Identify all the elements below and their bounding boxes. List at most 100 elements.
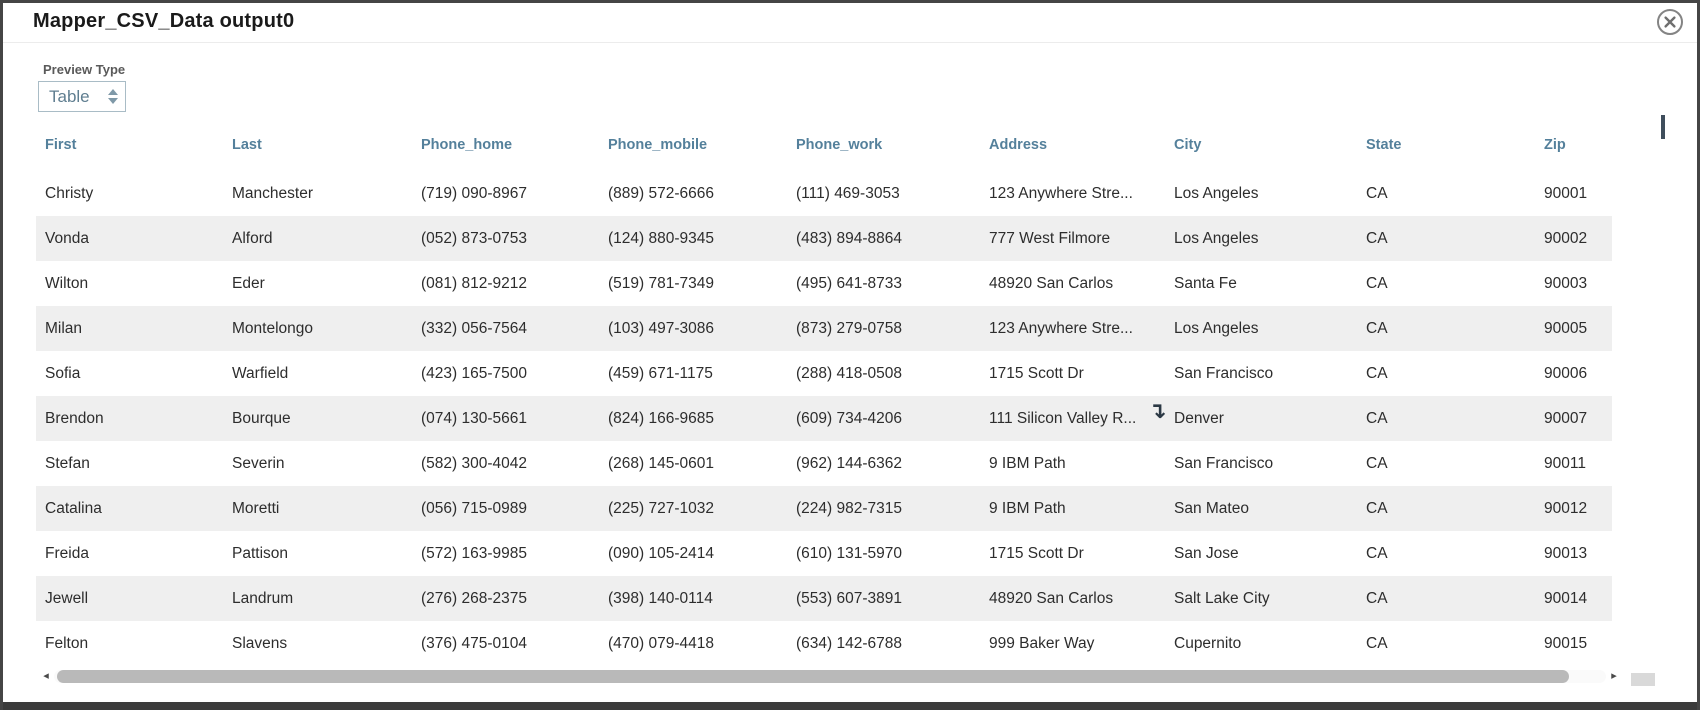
corner-down-arrow-cursor-icon: ↴ — [1148, 398, 1167, 423]
dialog-title: Mapper_CSV_Data output0 — [33, 10, 295, 32]
table-cell: (962) 144-6362 — [796, 454, 902, 472]
horizontal-scrollbar[interactable]: ◂ ▸ — [41, 670, 1619, 683]
table-cell: (459) 671-1175 — [608, 364, 713, 382]
table-cell: 90007 — [1544, 409, 1588, 427]
table-cell: Landrum — [232, 589, 294, 607]
table-cell: CA — [1366, 544, 1388, 562]
table-row: Felton Slavens (376) 475-0104 (470) 079-441… — [36, 621, 1612, 666]
table-row: Wilton Eder (081) 812-9212 (519) 781-7349 (4… — [36, 261, 1612, 306]
table-cell: 111 Silicon Valley R... — [989, 409, 1137, 427]
table-cell: 48920 San Carlos — [989, 274, 1114, 292]
table-cell: (224) 982-7315 — [796, 499, 902, 517]
table-cell: 90013 — [1544, 544, 1588, 562]
table-cell: Freida — [45, 544, 89, 562]
table-cell: 90011 — [1544, 454, 1586, 472]
table-row: Catalina Moretti (056) 715-0989 (225) 727-1… — [36, 486, 1612, 531]
preview-type-label: Preview Type — [43, 62, 126, 77]
table-cell: (582) 300-4042 — [421, 454, 527, 472]
table-cell: Slavens — [232, 634, 288, 652]
scroll-right-arrow-icon[interactable]: ▸ — [1611, 670, 1617, 682]
table-cell: 1715 Scott Dr — [989, 364, 1084, 382]
table-cell: 90005 — [1544, 319, 1588, 337]
preview-table: First Last Phone_home Phone_mobile Phone_wor… — [36, 125, 1612, 666]
table-cell: San Mateo — [1174, 499, 1249, 517]
horizontal-scrollbar-track[interactable] — [54, 670, 1606, 683]
table-cell: CA — [1366, 229, 1388, 247]
table-cell: (268) 145-0601 — [608, 454, 714, 472]
table-cell: 1715 Scott Dr — [989, 544, 1084, 562]
table-cell: (519) 781-7349 — [608, 274, 714, 292]
column-header: State — [1366, 137, 1402, 153]
preview-table-container: First Last Phone_home Phone_mobile Phone_wor… — [36, 125, 1612, 666]
table-cell: 90006 — [1544, 364, 1588, 382]
table-cell: (376) 475-0104 — [421, 634, 527, 652]
table-cell: (483) 894-8864 — [796, 229, 902, 247]
table-cell: San Francisco — [1174, 364, 1274, 382]
table-cell: 90015 — [1544, 634, 1588, 652]
table-cell: (423) 165-7500 — [421, 364, 527, 382]
table-header-row: First Last Phone_home Phone_mobile Phone_wor… — [36, 125, 1612, 171]
table-cell: Salt Lake City — [1174, 589, 1270, 607]
table-cell: 90001 — [1544, 184, 1588, 202]
vertical-scrollbar-thumb[interactable] — [1661, 115, 1665, 139]
column-header: Phone_work — [796, 137, 883, 153]
table-cell: San Francisco — [1174, 454, 1274, 472]
table-cell: (610) 131-5970 — [796, 544, 902, 562]
table-cell: (288) 418-0508 — [796, 364, 902, 382]
scroll-left-arrow-icon[interactable]: ◂ — [43, 670, 49, 682]
column-header: Address — [989, 137, 1048, 153]
table-cell: Wilton — [45, 274, 89, 292]
table-cell: Bourque — [232, 409, 291, 427]
table-cell: 90012 — [1544, 499, 1588, 517]
table-cell: CA — [1366, 634, 1388, 652]
table-cell: (332) 056-7564 — [421, 319, 527, 337]
column-header: Phone_mobile — [608, 137, 708, 153]
table-cell: Cupernito — [1174, 634, 1242, 652]
table-cell: CA — [1366, 454, 1388, 472]
table-cell: 123 Anywhere Stre... — [989, 319, 1133, 337]
table-cell: (495) 641-8733 — [796, 274, 902, 292]
table-cell: CA — [1366, 319, 1388, 337]
table-row: Christy Manchester (719) 090-8967 (889) 572… — [36, 171, 1612, 216]
table-cell: Eder — [232, 274, 265, 292]
scrollbar-corner — [1631, 673, 1655, 686]
table-cell: Santa Fe — [1174, 274, 1237, 292]
table-cell: Warfield — [232, 364, 289, 382]
table-cell: 9 IBM Path — [989, 499, 1066, 517]
table-cell: Brendon — [45, 409, 104, 427]
dialog-bottom-edge — [3, 702, 1697, 710]
table-cell: 90003 — [1544, 274, 1588, 292]
table-cell: 9 IBM Path — [989, 454, 1066, 472]
table-cell: Manchester — [232, 184, 313, 202]
table-cell: Christy — [45, 184, 94, 202]
table-cell: 90014 — [1544, 589, 1588, 607]
table-cell: (398) 140-0114 — [608, 589, 713, 607]
table-cell: Catalina — [45, 499, 102, 517]
table-cell: (719) 090-8967 — [421, 184, 527, 202]
table-cell: (225) 727-1032 — [608, 499, 714, 517]
column-header: Last — [232, 137, 262, 153]
table-cell: (572) 163-9985 — [421, 544, 527, 562]
table-cell: (090) 105-2414 — [608, 544, 714, 562]
table-cell: Moretti — [232, 499, 280, 517]
table-cell: (103) 497-3086 — [608, 319, 714, 337]
column-header: City — [1174, 137, 1202, 153]
table-cell: 999 Baker Way — [989, 634, 1095, 652]
column-header: First — [45, 137, 77, 153]
table-cell: (074) 130-5661 — [421, 409, 527, 427]
close-button[interactable] — [1656, 8, 1684, 36]
table-cell: (052) 873-0753 — [421, 229, 527, 247]
table-cell: (056) 715-0989 — [421, 499, 527, 517]
table-cell: (889) 572-6666 — [608, 184, 714, 202]
table-row: Jewell Landrum (276) 268-2375 (398) 140-011… — [36, 576, 1612, 621]
table-cell: (873) 279-0758 — [796, 319, 902, 337]
table-cell: CA — [1366, 274, 1388, 292]
preview-type-select[interactable]: Table — [38, 81, 126, 112]
table-cell: Felton — [45, 634, 89, 652]
table-cell: 48920 San Carlos — [989, 589, 1114, 607]
table-cell: Los Angeles — [1174, 229, 1259, 247]
table-cell: (111) 469-3053 — [796, 184, 900, 202]
horizontal-scrollbar-thumb[interactable] — [57, 670, 1569, 683]
table-cell: Pattison — [232, 544, 289, 562]
